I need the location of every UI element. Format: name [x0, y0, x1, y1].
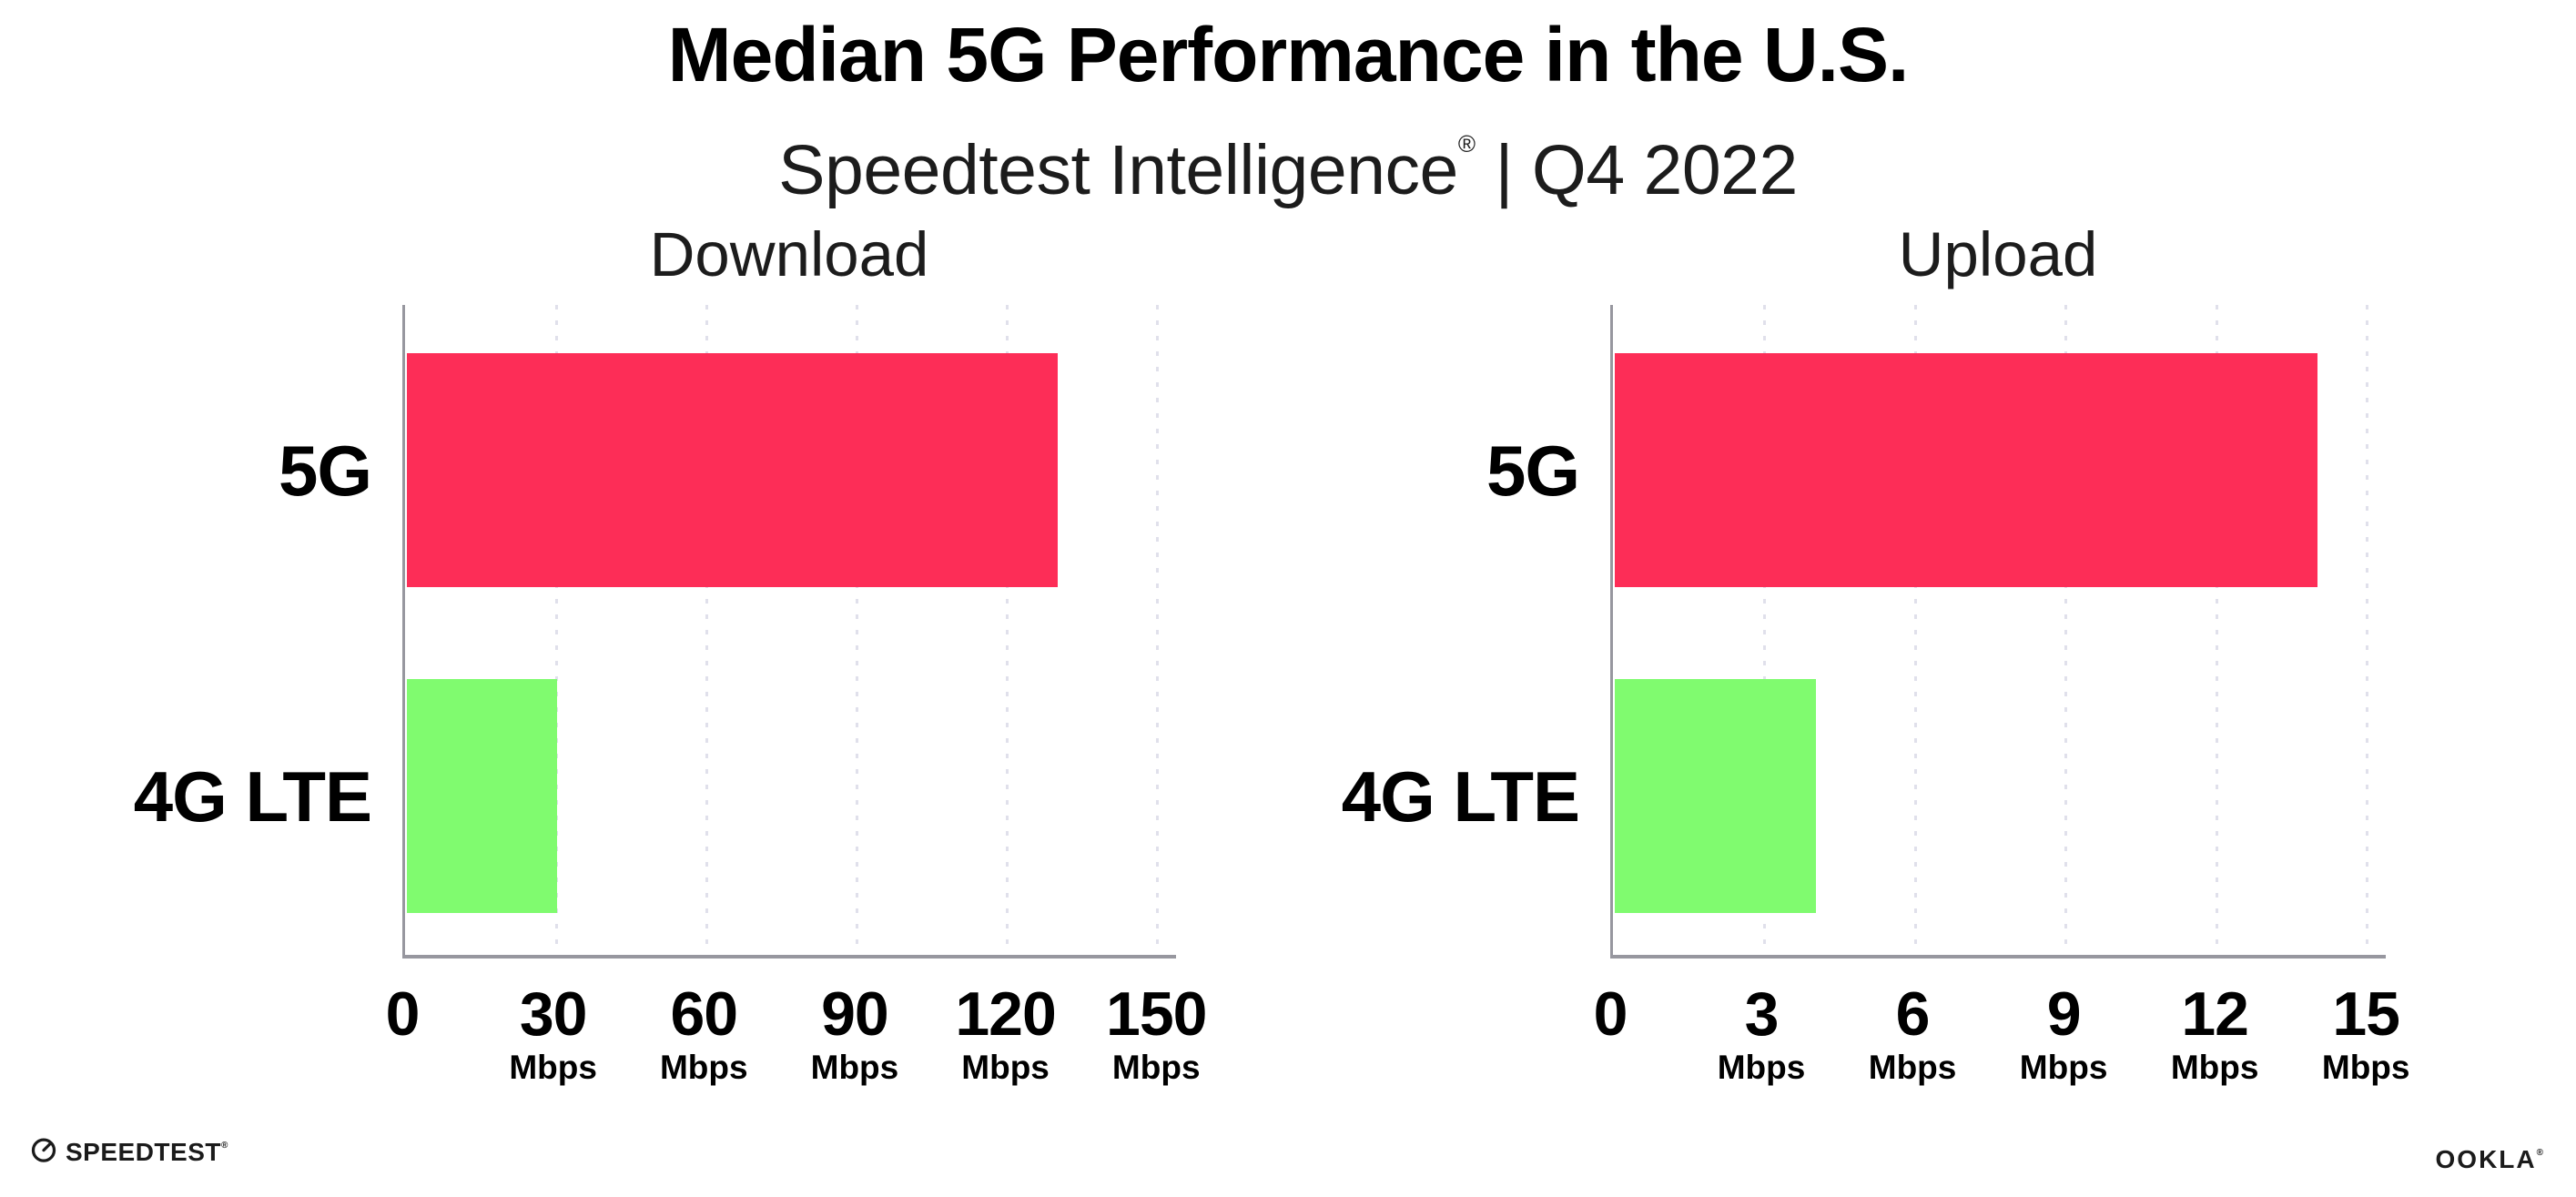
ookla-wordmark-text: OOKLA — [2435, 1145, 2537, 1173]
x-tick-unit-3: Mbps — [1717, 1049, 1806, 1086]
category-label-4g-lte: 4G LTE — [1341, 756, 1580, 837]
speedtest-wordmark: SPEEDTEST® — [66, 1132, 228, 1166]
x-tick-label-90: 90 — [821, 979, 889, 1049]
x-tick-label-120: 120 — [955, 979, 1056, 1049]
gridline-15-mbps — [2366, 305, 2369, 955]
gridline-120-mbps — [1006, 305, 1009, 955]
category-label-4g-lte: 4G LTE — [133, 756, 372, 837]
gridline-3-mbps — [1763, 305, 1767, 955]
x-tick-label-0: 0 — [1593, 979, 1628, 1049]
x-tick-unit-9: Mbps — [2019, 1049, 2108, 1086]
x-tick-label-60: 60 — [670, 979, 738, 1049]
category-label-5g: 5G — [1486, 430, 1580, 511]
speedtest-registered-mark-icon: ® — [220, 1141, 228, 1151]
subtitle-quarter: | Q4 2022 — [1495, 131, 1799, 209]
registered-mark-icon: ® — [1457, 130, 1476, 157]
x-tick-label-3: 3 — [1744, 979, 1780, 1049]
x-tick-unit-60: Mbps — [659, 1049, 748, 1086]
x-tick-unit-90: Mbps — [810, 1049, 899, 1086]
chart-title-upload: Upload — [1898, 219, 2098, 289]
page-title: Median 5G Performance in the U.S. — [667, 12, 1910, 97]
x-tick-label-15: 15 — [2332, 979, 2400, 1049]
ookla-registered-mark-icon: ® — [2536, 1148, 2543, 1158]
x-tick-label-30: 30 — [519, 979, 588, 1049]
x-tick-unit-15: Mbps — [2321, 1049, 2410, 1086]
gridline-9-mbps — [2064, 305, 2068, 955]
download-plot-area — [402, 305, 1176, 959]
x-tick-unit-6: Mbps — [1868, 1049, 1957, 1086]
bar-5g — [407, 353, 1059, 587]
x-tick-label-6: 6 — [1895, 979, 1931, 1049]
subtitle-brand: Speedtest Intelligence — [778, 131, 1458, 209]
x-tick-label-9: 9 — [2046, 979, 2082, 1049]
x-tick-label-150: 150 — [1106, 979, 1207, 1049]
gridline-30-mbps — [555, 305, 559, 955]
chart-title-download: Download — [649, 219, 929, 289]
gridline-6-mbps — [1913, 305, 1917, 955]
ookla-logo: OOKLA® — [2436, 1140, 2543, 1173]
x-tick-unit-120: Mbps — [961, 1049, 1050, 1086]
x-tick-unit-150: Mbps — [1111, 1049, 1201, 1086]
x-tick-label-12: 12 — [2181, 979, 2249, 1049]
page-subtitle: Speedtest Intelligence® | Q4 2022 — [0, 104, 2576, 210]
gridline-12-mbps — [2215, 305, 2218, 955]
gridline-90-mbps — [856, 305, 859, 955]
x-tick-unit-30: Mbps — [509, 1049, 597, 1086]
speedtest-wordmark-text: SPEEDTEST — [66, 1138, 221, 1166]
category-label-5g: 5G — [278, 430, 372, 511]
x-tick-label-0: 0 — [385, 979, 421, 1049]
bar-5g — [1615, 353, 2318, 587]
upload-plot-area — [1610, 305, 2386, 959]
bar-4g-lte — [1615, 679, 1816, 913]
speedtest-logo: SPEEDTEST® — [30, 1132, 228, 1166]
bar-4g-lte — [407, 679, 558, 913]
x-tick-unit-12: Mbps — [2170, 1049, 2259, 1086]
gridline-150-mbps — [1156, 305, 1160, 955]
speedtest-gauge-icon — [31, 1138, 56, 1162]
gridline-60-mbps — [705, 305, 709, 955]
